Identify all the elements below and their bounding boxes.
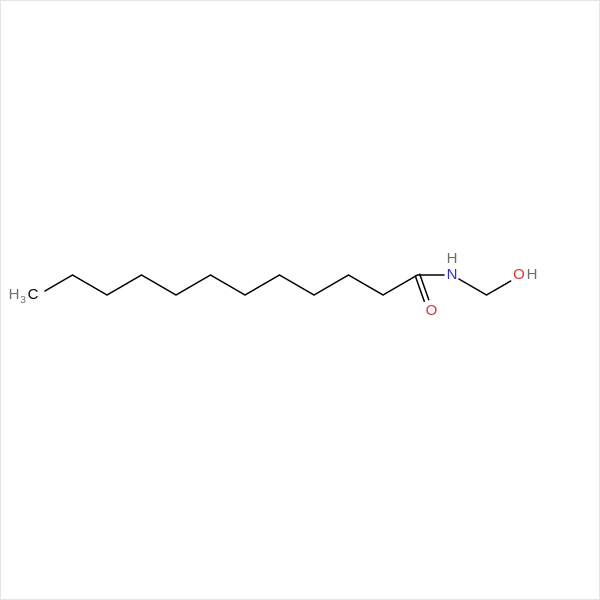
svg-text:H: H: [527, 266, 538, 283]
svg-text:C: C: [28, 286, 39, 303]
svg-text:H: H: [9, 286, 20, 303]
svg-text:O: O: [513, 266, 525, 283]
svg-text:N: N: [447, 266, 458, 283]
bond-layer: [45, 274, 511, 301]
svg-text:O: O: [426, 302, 438, 319]
canvas-border: [1, 1, 600, 600]
svg-text:3: 3: [20, 294, 26, 306]
molecule-canvas: H3CONHOH: [0, 0, 600, 600]
svg-text:H: H: [447, 250, 458, 267]
